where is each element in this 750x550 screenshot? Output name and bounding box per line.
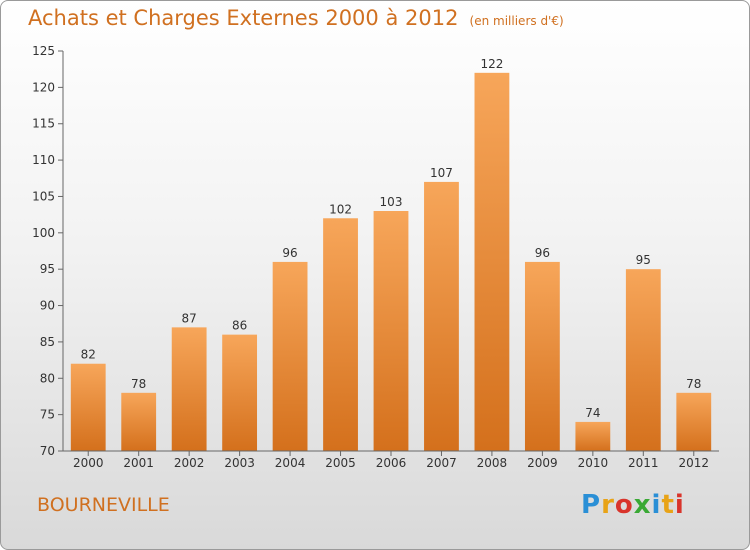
- y-tick-label: 105: [32, 189, 55, 203]
- bar-value-label: 74: [585, 406, 600, 420]
- y-tick-label: 80: [40, 371, 55, 385]
- y-tick-label: 95: [40, 262, 55, 276]
- y-tick-label: 90: [40, 299, 55, 313]
- bar-value-label: 78: [686, 377, 701, 391]
- bar-2005: [323, 218, 358, 451]
- bar-2012: [676, 392, 712, 451]
- bar-value-label: 96: [282, 246, 297, 260]
- x-tick-label: 2010: [578, 456, 609, 470]
- bar-2006: [373, 211, 409, 451]
- logo-letter: r: [601, 490, 615, 520]
- x-axis: 2000 2001 2002 2003 2004 2005 2006 2007 2008 2009…: [63, 450, 719, 470]
- bar-value-label: 103: [380, 195, 403, 209]
- bar-value-label: 102: [329, 202, 352, 216]
- y-tick-label: 85: [40, 335, 55, 349]
- y-tick-label: 120: [32, 80, 55, 94]
- x-tick-label: 2000: [73, 456, 104, 470]
- x-tick-label: 2009: [527, 456, 558, 470]
- x-tick-label: 2007: [426, 456, 457, 470]
- y-tick-label: 100: [32, 226, 55, 240]
- chart-title-unit: (en milliers d'€): [469, 14, 564, 28]
- logo-letter: i: [674, 490, 685, 520]
- logo-letter: o: [614, 490, 634, 520]
- x-tick-label: 2005: [325, 456, 356, 470]
- logo-letter: P: [581, 490, 602, 520]
- bar-value-label: 122: [480, 57, 503, 71]
- bars: 82 78 87 86 96 102 103 107 122 96 74 95 78: [70, 57, 712, 452]
- y-tick-label: 115: [32, 117, 55, 131]
- bar-2010: [575, 421, 611, 451]
- bar-value-label: 96: [535, 246, 550, 260]
- x-tick-label: 2011: [628, 456, 659, 470]
- bar-2009: [524, 261, 560, 451]
- x-tick-label: 2001: [123, 456, 154, 470]
- bar-2008: [474, 72, 510, 452]
- x-tick-label: 2006: [376, 456, 407, 470]
- bar-value-label: 82: [81, 348, 96, 362]
- proxiti-logo: Proxiti: [581, 490, 685, 520]
- bar-2003: [222, 334, 258, 451]
- x-tick-label: 2003: [224, 456, 255, 470]
- x-tick-label: 2008: [477, 456, 508, 470]
- chart-title: Achats et Charges Externes 2000 à 2012 (…: [28, 6, 564, 30]
- bar-value-label: 95: [636, 253, 651, 267]
- x-tick-label: 2002: [174, 456, 205, 470]
- bar-2007: [424, 181, 459, 451]
- logo-letter: x: [633, 490, 652, 520]
- bar-value-label: 78: [131, 377, 146, 391]
- commune-name: BOURNEVILLE: [37, 494, 170, 516]
- bar-2004: [272, 261, 308, 451]
- bar-2000: [70, 363, 106, 451]
- y-axis: 70 75 80 85 90 95 100 105 110 115 120 125: [32, 44, 64, 458]
- bar-2002: [171, 327, 207, 451]
- y-tick-label: 75: [40, 408, 55, 422]
- bar-value-label: 87: [182, 311, 197, 325]
- x-tick-label: 2004: [275, 456, 306, 470]
- bar-value-label: 86: [232, 319, 247, 333]
- y-tick-label: 125: [32, 44, 55, 58]
- logo-letter: i: [651, 490, 662, 520]
- x-tick-label: 2012: [678, 456, 709, 470]
- bar-value-label: 107: [430, 166, 453, 180]
- y-tick-label: 70: [40, 444, 55, 458]
- chart-title-main: Achats et Charges Externes 2000 à 2012: [28, 6, 459, 30]
- logo-letter: t: [661, 490, 675, 520]
- bar-2001: [121, 392, 157, 451]
- y-tick-label: 110: [32, 153, 55, 167]
- bar-2011: [625, 269, 661, 451]
